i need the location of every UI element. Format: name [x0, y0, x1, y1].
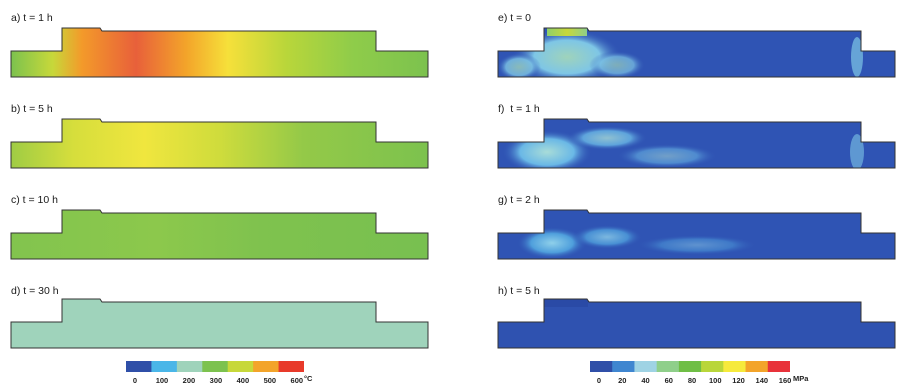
panel-d-temperature-field — [10, 298, 429, 349]
temperature-tick-label: 200 — [182, 376, 196, 385]
temperature-colorbar-segment — [126, 361, 152, 372]
temperature-unit: °C — [304, 374, 313, 383]
panel-c-label: c) t = 10 h — [11, 194, 58, 206]
temperature-tick-label: 400 — [236, 376, 250, 385]
panel-e-label: e) t = 0 — [498, 12, 531, 24]
stress-tick-label: 160 — [778, 376, 792, 385]
panel-c-temperature-field — [10, 209, 429, 260]
stress-tick-label: 100 — [709, 376, 722, 385]
panel-b-label: b) t = 5 h — [11, 103, 53, 115]
stress-colorbar-segment — [678, 361, 702, 372]
panel-e-stress-field — [497, 27, 896, 78]
panel-g-stress-field — [497, 209, 896, 260]
stress-colorbar-segment — [590, 361, 613, 372]
stress-tick-label: 60 — [664, 376, 673, 385]
stress-tick-label: 80 — [687, 376, 697, 385]
panel-h-label: h) t = 5 h — [498, 285, 540, 297]
stress-tick-label: 140 — [755, 376, 769, 385]
stress-colorbar-segment — [701, 361, 724, 372]
temperature-colorbar-segment — [278, 361, 304, 372]
stress-colorbar-segment — [745, 361, 769, 372]
temperature-colorbar-segment — [176, 361, 203, 372]
panel-d-label: d) t = 30 h — [11, 285, 59, 297]
temperature-tick-label: 0 — [132, 376, 138, 385]
stress-colorbar-segment — [612, 361, 635, 372]
stress-colorbar-segment — [767, 361, 790, 372]
temperature-tick-label: 600 — [290, 376, 304, 385]
stress-unit: MPa — [793, 374, 809, 383]
stress-tick-label: 120 — [732, 376, 745, 385]
panel-a-temperature-field — [10, 27, 429, 78]
temperature-tick-label: 300 — [209, 376, 223, 385]
panel-h-stress-field — [497, 298, 896, 349]
temperature-colorbar-segment — [151, 361, 178, 372]
stress-colorbar-segment — [634, 361, 658, 372]
panel-g-label: g) t = 2 h — [498, 194, 540, 206]
panel-f-label: f) t = 1 h — [498, 103, 540, 115]
panel-a-label: a) t = 1 h — [11, 12, 53, 24]
temperature-tick-label: 500 — [263, 376, 277, 385]
panel-f-stress-field — [497, 118, 896, 169]
panel-b-temperature-field — [10, 118, 429, 169]
stress-colorbar-segment — [656, 361, 680, 372]
stress-colorbar-segment — [723, 361, 747, 372]
temperature-tick-label: 100 — [155, 376, 169, 385]
temperature-colorbar-segment — [253, 361, 280, 372]
stress-tick-label: 40 — [641, 376, 650, 385]
temperature-colorbar-segment — [227, 361, 254, 372]
stress-tick-label: 0 — [596, 376, 602, 385]
temperature-colorbar — [126, 361, 304, 372]
stress-tick-label: 20 — [618, 376, 627, 385]
temperature-colorbar-segment — [202, 361, 229, 372]
stress-colorbar — [590, 361, 790, 372]
